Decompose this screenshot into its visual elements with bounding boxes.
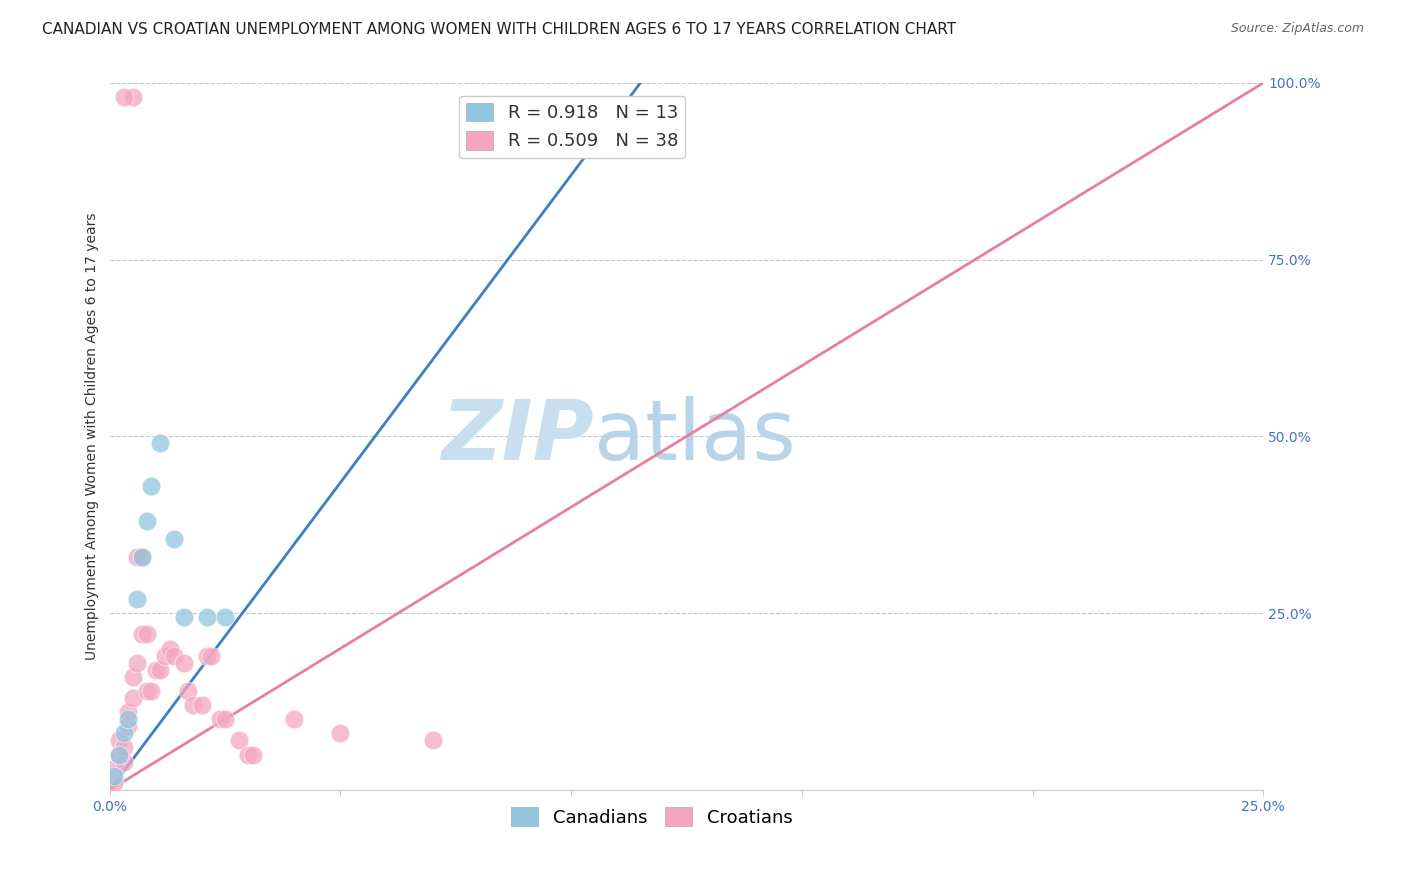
Point: [209, 712, 232, 726]
Point: [112, 755, 135, 769]
Point: [163, 532, 186, 546]
Point: [135, 627, 157, 641]
Point: [153, 648, 176, 663]
Point: [145, 663, 167, 677]
Point: [228, 733, 250, 747]
Point: [108, 747, 131, 762]
Point: [131, 627, 153, 641]
Point: [135, 514, 157, 528]
Point: [117, 719, 139, 733]
Point: [422, 733, 444, 747]
Text: ZIP: ZIP: [441, 396, 595, 477]
Y-axis label: Unemployment Among Women with Children Ages 6 to 17 years: Unemployment Among Women with Children A…: [86, 212, 100, 660]
Point: [103, 769, 125, 783]
Point: [135, 684, 157, 698]
Point: [127, 656, 149, 670]
Point: [173, 609, 195, 624]
Point: [149, 436, 172, 450]
Point: [141, 684, 163, 698]
Point: [214, 712, 236, 726]
Point: [191, 698, 214, 712]
Point: [177, 684, 200, 698]
Point: [141, 479, 163, 493]
Text: Source: ZipAtlas.com: Source: ZipAtlas.com: [1230, 22, 1364, 36]
Point: [112, 740, 135, 755]
Point: [108, 733, 131, 747]
Point: [195, 648, 218, 663]
Point: [236, 747, 259, 762]
Point: [121, 670, 143, 684]
Point: [121, 691, 143, 706]
Legend: Canadians, Croatians: Canadians, Croatians: [503, 800, 800, 834]
Point: [159, 641, 181, 656]
Point: [200, 648, 222, 663]
Point: [103, 762, 125, 776]
Point: [112, 726, 135, 740]
Point: [121, 90, 143, 104]
Point: [195, 609, 218, 624]
Point: [127, 592, 149, 607]
Point: [117, 712, 139, 726]
Point: [181, 698, 204, 712]
Point: [149, 663, 172, 677]
Text: atlas: atlas: [595, 396, 796, 477]
Point: [127, 549, 149, 564]
Point: [242, 747, 264, 762]
Point: [112, 90, 135, 104]
Point: [163, 648, 186, 663]
Point: [329, 726, 352, 740]
Point: [173, 656, 195, 670]
Point: [283, 712, 305, 726]
Text: CANADIAN VS CROATIAN UNEMPLOYMENT AMONG WOMEN WITH CHILDREN AGES 6 TO 17 YEARS C: CANADIAN VS CROATIAN UNEMPLOYMENT AMONG …: [42, 22, 956, 37]
Point: [214, 609, 236, 624]
Point: [131, 549, 153, 564]
Point: [108, 747, 131, 762]
Point: [103, 776, 125, 790]
Point: [117, 705, 139, 719]
Point: [131, 549, 153, 564]
